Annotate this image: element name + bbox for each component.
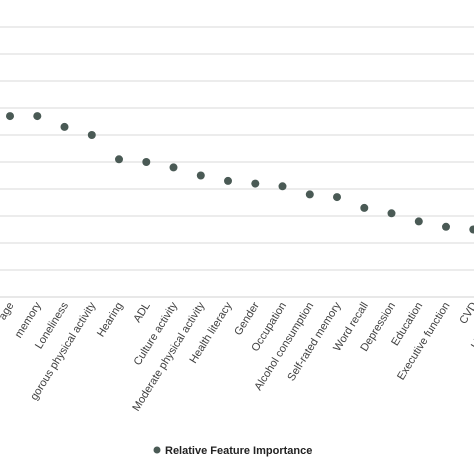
data-point [60, 122, 69, 131]
data-point [305, 190, 314, 199]
data-point [469, 225, 474, 234]
legend-marker [153, 446, 161, 454]
data-point [333, 193, 341, 202]
x-tick-label: CVD [457, 300, 474, 326]
x-tick-label: age [0, 300, 17, 322]
data-point [414, 217, 423, 226]
x-tick-label: Executive function [395, 300, 452, 382]
data-point [115, 155, 123, 164]
data-point [442, 222, 450, 231]
data-point [142, 158, 151, 166]
gridlines [0, 26, 474, 298]
data-point [224, 176, 232, 185]
data-point [169, 163, 178, 172]
x-tick-label: Gender [232, 300, 262, 338]
x-tick-label: Hearing [95, 300, 126, 339]
x-tick-label: ADL [131, 300, 153, 325]
data-point [87, 131, 96, 139]
data-point [33, 112, 42, 121]
legend: Relative Feature Importance [153, 445, 312, 457]
data-point [278, 182, 287, 191]
data-point [387, 209, 396, 218]
data-point [196, 171, 205, 180]
data-point [6, 112, 14, 121]
data-point [360, 203, 369, 212]
legend-label: Relative Feature Importance [165, 445, 312, 457]
data-points [6, 112, 474, 234]
data-point [251, 179, 260, 188]
